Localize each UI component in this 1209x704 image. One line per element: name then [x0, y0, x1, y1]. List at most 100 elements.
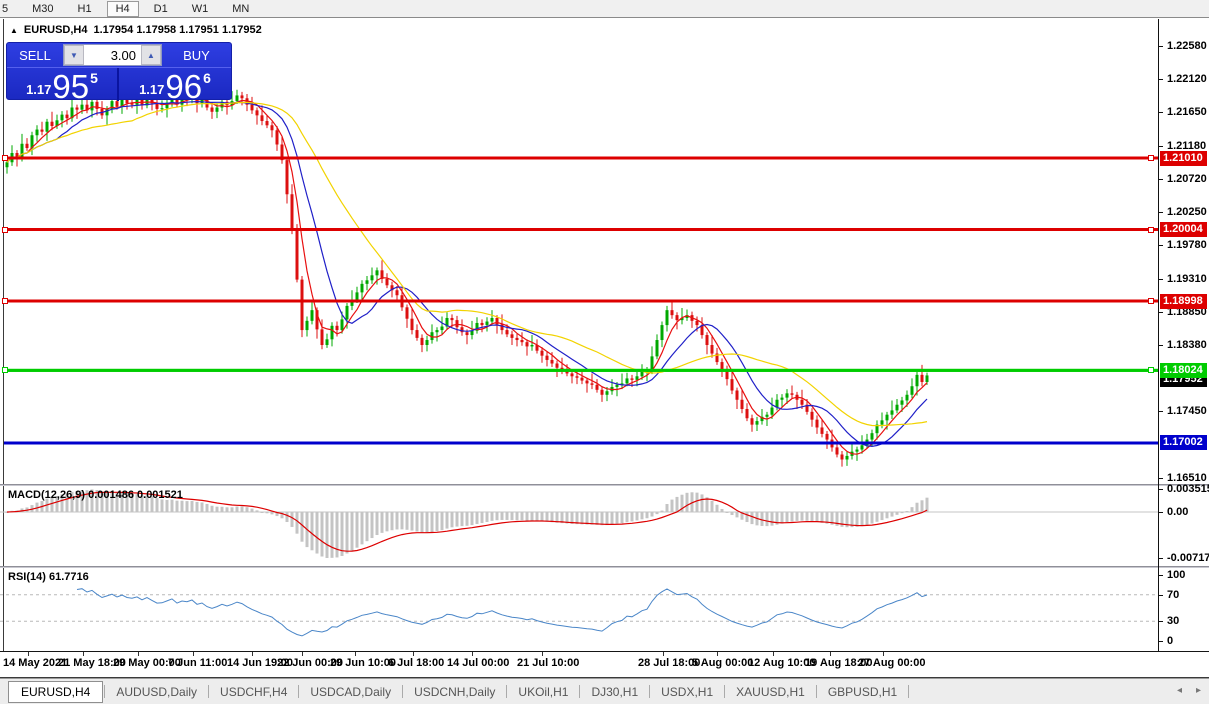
ma-fast-line [6, 98, 928, 455]
volume-increase-icon[interactable]: ▲ [141, 45, 161, 65]
time-axis-label: 27 Aug 00:00 [858, 657, 926, 669]
macd-axis-label: 0.00 [1167, 506, 1189, 518]
price-axis-label: 1.22580 [1167, 40, 1207, 53]
timeframe-button-h1[interactable]: H1 [77, 2, 92, 15]
pane-separator[interactable] [0, 566, 1209, 568]
macd-signal-line [6, 491, 928, 552]
time-axis-tick [542, 652, 543, 656]
chart-tab-eurusd-h4[interactable]: EURUSD,H4 [8, 680, 104, 703]
time-axis-label: 14 Jun 19:00 [227, 657, 294, 669]
chart-ohlc-title: ▲ EURUSD,H4 1.17954 1.17958 1.17951 1.17… [10, 24, 262, 36]
tab-separator [506, 685, 508, 698]
tab-separator [908, 685, 910, 698]
line-anchor-marker[interactable] [1148, 155, 1154, 161]
timeframe-button-mn[interactable]: MN [232, 2, 250, 15]
macd-axis-label: -0.007178 [1167, 552, 1209, 564]
price-axis-tick [1159, 79, 1163, 81]
ma-mid-line [6, 100, 928, 448]
chart-tab-usdchf-h4[interactable]: USDCHF,H4 [220, 684, 288, 699]
tab-separator [815, 685, 817, 698]
price-axis-label: 1.19780 [1167, 239, 1207, 252]
price-pane[interactable] [0, 20, 1158, 484]
timeframe-button-h4[interactable]: H4 [106, 0, 139, 17]
price-axis-tick [1159, 278, 1163, 280]
timeframe-button-d1[interactable]: D1 [153, 2, 168, 15]
time-axis-tick [663, 652, 664, 656]
rsi-axis-tick [1159, 641, 1163, 642]
line-anchor-marker[interactable] [1148, 298, 1154, 305]
price-axis-label: 1.16510 [1167, 471, 1207, 484]
chart-tab-xauusd-h1[interactable]: XAUUSD,H1 [736, 684, 805, 699]
line-anchor-marker[interactable] [2, 226, 8, 233]
price-axis-tick [1159, 212, 1163, 214]
tab-separator [298, 685, 300, 698]
price-axis-tick [1159, 112, 1163, 114]
pane-separator[interactable] [0, 484, 1209, 486]
buy-price-display[interactable]: 1.17 96 6 [119, 68, 231, 105]
line-anchor-marker[interactable] [1148, 367, 1154, 374]
one-click-trade-panel: SELL ▼ 3.00 ▲ BUY 1.17 95 5 1.17 96 6 [6, 42, 232, 105]
chart-tab-dj30-h1[interactable]: DJ30,H1 [591, 684, 639, 699]
line-anchor-marker[interactable] [2, 298, 8, 305]
macd-pane[interactable] [0, 486, 1158, 566]
time-axis-label: 5 Aug 00:00 [692, 657, 754, 669]
symbol-timeframe-label: EURUSD,H4 [23, 24, 88, 36]
time-axis-label: 19 Aug 18:00 [805, 657, 873, 669]
buy-price-big: 96 [165, 68, 203, 105]
volume-input[interactable]: 3.00 [110, 47, 136, 63]
timeframe-button-5[interactable]: 5 [2, 2, 9, 15]
price-axis-tick [1159, 178, 1163, 180]
time-axis[interactable]: 14 May 2021 21 May 18:00 29 May 00:00 7 Jun… [0, 652, 1209, 677]
chart-tab-bar: EURUSD,H4 AUDUSD,Daily USDCHF,H4 USDCAD,Dai… [0, 678, 1209, 704]
timeframe-button-m30[interactable]: M30 [32, 2, 54, 15]
timeframe-toolbar: 5 M30 H1 H4 D1 W1 MN [0, 0, 1209, 18]
time-axis-label: 14 May 2021 [3, 657, 68, 669]
sell-price-prefix: 1.17 [26, 82, 52, 97]
rsi-axis-tick [1159, 594, 1163, 596]
time-axis-tick [413, 652, 414, 656]
price-axis-label: 1.21650 [1167, 106, 1207, 119]
time-axis-label: 21 May 18:00 [58, 657, 126, 669]
chart-tab-usdcad-daily[interactable]: USDCAD,Daily [310, 684, 392, 699]
line-anchor-marker[interactable] [2, 367, 8, 374]
timeframe-button-w1[interactable]: W1 [191, 2, 209, 15]
chart-tab-ukoil-h1[interactable]: UKOil,H1 [518, 684, 569, 699]
chart-area[interactable]: ▲ EURUSD,H4 1.17954 1.17958 1.17951 1.17… [0, 18, 1209, 678]
sell-button[interactable]: SELL [19, 47, 51, 63]
rsi-axis-tick [1159, 575, 1163, 576]
buy-button[interactable]: BUY [183, 47, 210, 63]
volume-decrease-icon[interactable]: ▼ [64, 45, 84, 65]
tab-separator [579, 685, 581, 698]
time-axis-tick [138, 652, 139, 656]
trade-panel-toggle-icon[interactable]: ▲ [10, 25, 18, 35]
price-axis-label: 1.20720 [1167, 172, 1207, 185]
tab-scroll-left-icon[interactable]: ◂ [1176, 685, 1182, 696]
time-axis-label: 29 Jun 10:00 [330, 657, 397, 669]
buy-price-prefix: 1.17 [139, 82, 165, 97]
line-anchor-marker[interactable] [1148, 226, 1154, 233]
price-axis-line [1158, 19, 1159, 652]
rsi-axis-label: 0 [1167, 635, 1174, 647]
rsi-indicator-label: RSI(14) 61.7716 [8, 571, 89, 583]
time-axis-tick [472, 652, 473, 656]
time-axis-tick [28, 652, 29, 656]
tab-scroll-right-icon[interactable]: ▸ [1195, 685, 1201, 696]
sell-price-display[interactable]: 1.17 95 5 [7, 68, 119, 103]
time-axis-label: 12 Aug 10:00 [748, 657, 816, 669]
chart-tab-usdcnh-daily[interactable]: USDCNH,Daily [414, 684, 496, 699]
price-axis-label: 1.19310 [1167, 272, 1207, 285]
sell-price-sup: 5 [90, 70, 98, 86]
rsi-axis-label: 30 [1167, 615, 1180, 628]
line-anchor-marker[interactable] [2, 155, 8, 161]
chart-tab-gbpusd-h1[interactable]: GBPUSD,H1 [827, 684, 898, 699]
plot-left-border [3, 19, 4, 652]
volume-spinner: ▼ 3.00 ▲ [63, 44, 162, 66]
chart-tab-usdx-h1[interactable]: USDX,H1 [661, 684, 714, 699]
rsi-pane[interactable] [0, 568, 1158, 651]
date-strip-top-border [0, 651, 1209, 652]
price-axis-label: 1.18380 [1167, 339, 1207, 351]
price-axis-label: 1.17450 [1167, 405, 1207, 418]
price-axis-tick [1159, 345, 1163, 346]
chart-tab-audusd-daily[interactable]: AUDUSD,Daily [116, 684, 198, 699]
time-axis-label: 29 May 00:00 [113, 657, 181, 669]
